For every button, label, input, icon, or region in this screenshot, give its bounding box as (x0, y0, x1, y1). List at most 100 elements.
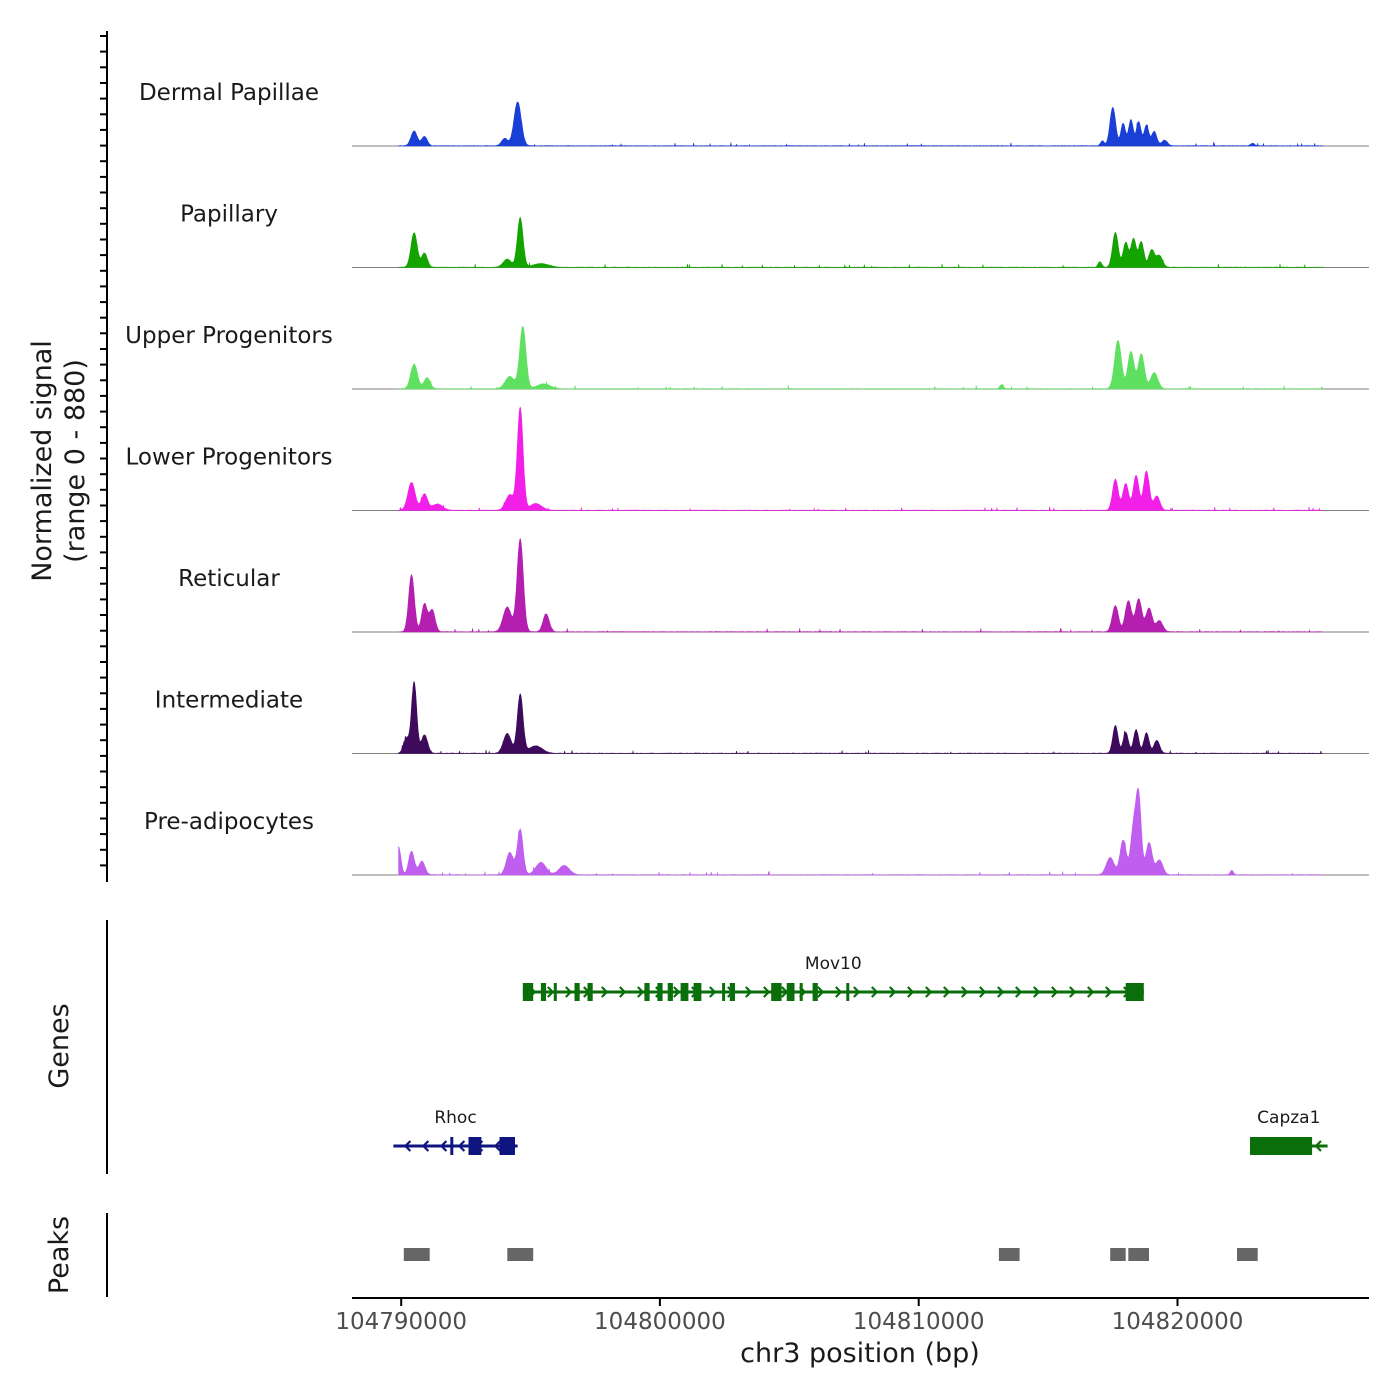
peak-region (1128, 1248, 1149, 1261)
gene-exon (587, 983, 593, 1001)
track-coverage-area (398, 326, 1323, 390)
track-label: Pre-adipocytes (144, 809, 314, 835)
track-lower-progenitors: Lower Progenitors (126, 406, 1369, 512)
track-label: Upper Progenitors (125, 323, 333, 349)
gene-strand-arrow (619, 986, 627, 998)
peak-region (1237, 1248, 1258, 1261)
gene-exon (812, 983, 818, 1001)
gene-strand-arrow (943, 986, 951, 998)
track-label: Reticular (178, 566, 280, 592)
gene-rhoc: Rhoc (393, 1108, 518, 1155)
peak-regions (403, 1248, 1258, 1261)
gene-exon (574, 983, 580, 1001)
gene-exon (1250, 1137, 1313, 1155)
x-tick-label: 104810000 (853, 1309, 985, 1335)
gene-strand-arrow (457, 1140, 466, 1152)
gene-strand-arrow (907, 986, 915, 998)
gene-strand-arrow (1087, 986, 1095, 998)
track-label: Lower Progenitors (126, 445, 333, 471)
peaks-axis-label: Peaks (44, 1216, 75, 1294)
gene-exon (522, 983, 534, 1001)
gene-strand-arrow (547, 986, 555, 998)
x-tick-label: 104790000 (335, 1309, 467, 1335)
gene-strand-arrow (1033, 986, 1041, 998)
x-tick-label: 104800000 (594, 1309, 726, 1335)
track-pre-adipocytes: Pre-adipocytes (144, 787, 1369, 876)
gene-mov10: Mov10 (522, 954, 1144, 1001)
gene-strand-arrow (817, 986, 825, 998)
gene-exon (680, 983, 689, 1001)
gene-strand-arrow (673, 986, 681, 998)
gene-strand-arrow (637, 986, 645, 998)
x-axis-ticks: 104790000 104800000 104810000 104820000 (335, 1298, 1243, 1335)
track-label: Dermal Papillae (139, 80, 319, 106)
x-axis-label: chr3 position (bp) (740, 1338, 980, 1369)
signal-axis-ticks (100, 35, 107, 867)
gene-exon (1125, 983, 1144, 1001)
gene-exon (450, 1137, 454, 1155)
gene-strand-arrow (835, 986, 843, 998)
gene-strand-arrow (871, 986, 879, 998)
genes-axis-label: Genes (44, 1003, 75, 1088)
gene-strand-arrow (1051, 986, 1059, 998)
peak-region (403, 1248, 430, 1261)
x-tick-label: 104820000 (1112, 1309, 1244, 1335)
gene-exon (846, 983, 850, 1001)
gene-strand-arrow (853, 986, 861, 998)
track-coverage-area (398, 680, 1323, 755)
signal-ylabel-line2: (range 0 - 880) (60, 359, 91, 563)
gene-strand-arrow (763, 986, 771, 998)
gene-capza1: Capza1 (1249, 1108, 1328, 1155)
gene-exon (657, 983, 663, 1001)
gene-strand-arrow (565, 986, 573, 998)
gene-strand-arrow (925, 986, 933, 998)
gene-strand-arrow (997, 986, 1005, 998)
gene-label: Rhoc (434, 1108, 476, 1128)
gene-exon (468, 1137, 482, 1155)
peak-region (998, 1248, 1020, 1261)
gene-label: Capza1 (1257, 1108, 1320, 1128)
track-coverage-area (398, 406, 1324, 512)
gene-label: Mov10 (805, 954, 862, 974)
gene-strand-arrow (979, 986, 987, 998)
track-upper-progenitors: Upper Progenitors (125, 323, 1369, 390)
gene-exon (644, 983, 650, 1001)
track-papillary: Papillary (180, 202, 1369, 269)
gene-strand-arrow (745, 986, 753, 998)
gene-exon (667, 983, 673, 1001)
gene-annotations: Mov10 Rhoc Capza1 (393, 954, 1328, 1155)
gene-strand-arrow (889, 986, 897, 998)
track-coverage-area (398, 538, 1323, 633)
gene-exon (799, 983, 803, 1001)
track-reticular: Reticular (178, 538, 1369, 633)
gene-strand-arrow (421, 1140, 430, 1152)
track-coverage-area (398, 216, 1323, 269)
gene-exon (499, 1137, 515, 1155)
signal-ylabel-line1: Normalized signal (27, 340, 58, 582)
peak-region (507, 1248, 534, 1261)
track-label: Intermediate (155, 688, 303, 714)
track-dermal-papillae: Dermal Papillae (139, 80, 1369, 147)
gene-strand-arrow (403, 1140, 412, 1152)
gene-exon (693, 983, 702, 1001)
gene-strand-arrow (961, 986, 969, 998)
gene-strand-arrow (493, 1140, 502, 1152)
gene-exon (540, 983, 547, 1001)
track-coverage-area (398, 101, 1323, 147)
gene-exon (771, 983, 782, 1001)
gene-exon (553, 983, 557, 1001)
coverage-tracks: Dermal Papillae Papillary Upper Progenitor… (125, 80, 1369, 876)
gene-exon (729, 983, 735, 1001)
gene-strand-arrow (1105, 986, 1113, 998)
gene-strand-arrow (1015, 986, 1023, 998)
track-intermediate: Intermediate (155, 680, 1369, 755)
peak-region (1110, 1248, 1126, 1261)
gene-strand-arrow (1314, 1140, 1322, 1152)
gene-exon (786, 983, 795, 1001)
gene-strand-arrow (601, 986, 609, 998)
track-coverage-area (398, 787, 1323, 876)
gene-strand-arrow (1069, 986, 1077, 998)
track-label: Papillary (180, 202, 278, 228)
gene-strand-arrow (709, 986, 717, 998)
